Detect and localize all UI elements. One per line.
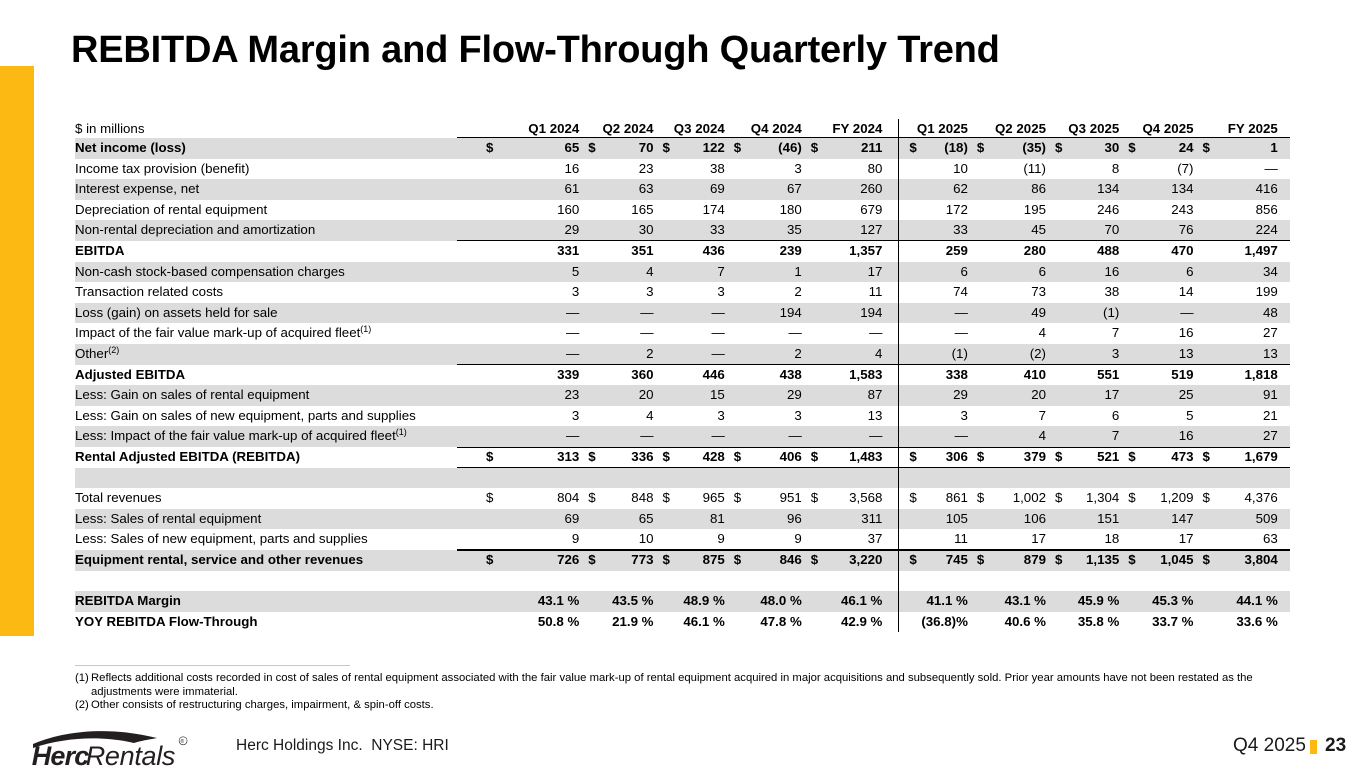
svg-text:Herc: Herc bbox=[32, 741, 90, 768]
svg-text:Rentals: Rentals bbox=[86, 741, 175, 768]
svg-text:®: ® bbox=[181, 738, 185, 745]
